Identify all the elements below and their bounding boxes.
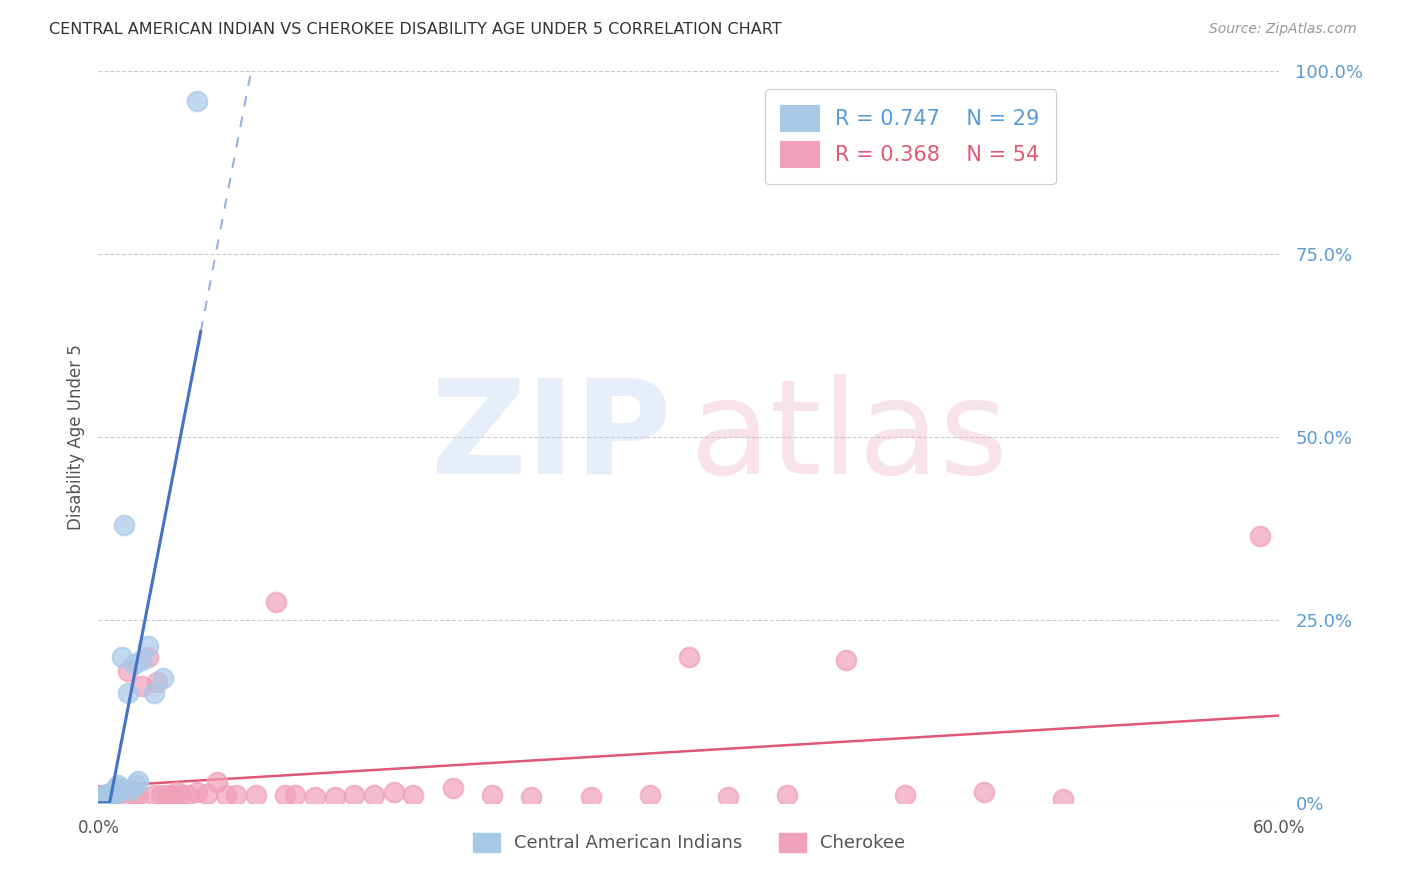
Point (678, 649, 700, 664)
Point (112, 517, 135, 532)
Point (284, 789, 307, 803)
Point (96, 792, 118, 806)
Point (96, 789, 118, 803)
Point (105, 781, 128, 796)
Point (89, 792, 111, 806)
Point (136, 639, 159, 653)
Point (717, 789, 740, 804)
Point (96, 792, 118, 806)
Point (1249, 529, 1271, 543)
Point (520, 789, 543, 804)
Point (579, 789, 602, 804)
Point (304, 789, 326, 804)
Point (127, 773, 149, 788)
Point (103, 789, 125, 803)
Point (152, 672, 174, 686)
Point (97, 792, 120, 806)
Point (225, 789, 247, 803)
Point (117, 686, 139, 700)
Point (131, 679, 153, 693)
Point (264, 594, 287, 608)
Point (107, 781, 129, 796)
Point (481, 789, 503, 803)
Point (118, 782, 141, 797)
Point (117, 664, 139, 678)
Legend: Central American Indians, Cherokee: Central American Indians, Cherokee (465, 826, 912, 860)
Point (835, 653, 858, 667)
Point (122, 657, 145, 671)
Point (215, 789, 238, 803)
Point (111, 649, 134, 664)
Point (105, 792, 128, 806)
Point (363, 789, 385, 803)
Point (93, 792, 115, 806)
Point (973, 785, 995, 799)
Point (91, 792, 114, 806)
Point (93, 792, 115, 806)
Point (93, 789, 115, 803)
Point (101, 785, 124, 799)
Point (93, 789, 115, 803)
Point (195, 787, 218, 801)
Point (98, 787, 121, 801)
Point (176, 789, 198, 803)
Point (127, 789, 149, 803)
Point (107, 785, 129, 799)
Point (98, 787, 121, 801)
Point (97, 789, 120, 804)
Point (162, 789, 184, 803)
Text: ZIP: ZIP (430, 374, 671, 500)
Point (108, 781, 131, 796)
Point (638, 789, 661, 803)
Point (402, 789, 425, 803)
Point (245, 789, 267, 803)
Point (382, 785, 405, 799)
Point (89, 792, 111, 806)
Point (97, 789, 120, 804)
Point (343, 789, 366, 803)
Point (1052, 792, 1074, 806)
Point (441, 781, 464, 796)
Point (776, 789, 799, 803)
Point (894, 789, 917, 803)
Point (101, 789, 124, 803)
Point (98, 789, 121, 803)
Point (170, 789, 193, 803)
Point (142, 686, 165, 700)
Point (186, 785, 208, 799)
Point (274, 789, 297, 803)
Point (91, 792, 114, 806)
Point (103, 785, 125, 799)
Point (107, 785, 129, 799)
Point (111, 785, 134, 799)
Y-axis label: Disability Age Under 5: Disability Age Under 5 (66, 344, 84, 530)
Point (156, 789, 179, 803)
Point (205, 775, 228, 789)
Point (136, 649, 159, 664)
Text: atlas: atlas (689, 374, 1008, 500)
Text: Source: ZipAtlas.com: Source: ZipAtlas.com (1209, 22, 1357, 37)
Point (101, 789, 124, 804)
Point (125, 778, 148, 792)
Point (166, 785, 188, 799)
Text: CENTRAL AMERICAN INDIAN VS CHEROKEE DISABILITY AGE UNDER 5 CORRELATION CHART: CENTRAL AMERICAN INDIAN VS CHEROKEE DISA… (49, 22, 782, 37)
Point (122, 789, 145, 803)
Point (323, 789, 346, 804)
Point (150, 789, 173, 803)
Point (107, 778, 129, 792)
Point (131, 653, 153, 667)
Point (146, 675, 169, 690)
Point (186, 94, 208, 108)
Point (142, 789, 165, 803)
